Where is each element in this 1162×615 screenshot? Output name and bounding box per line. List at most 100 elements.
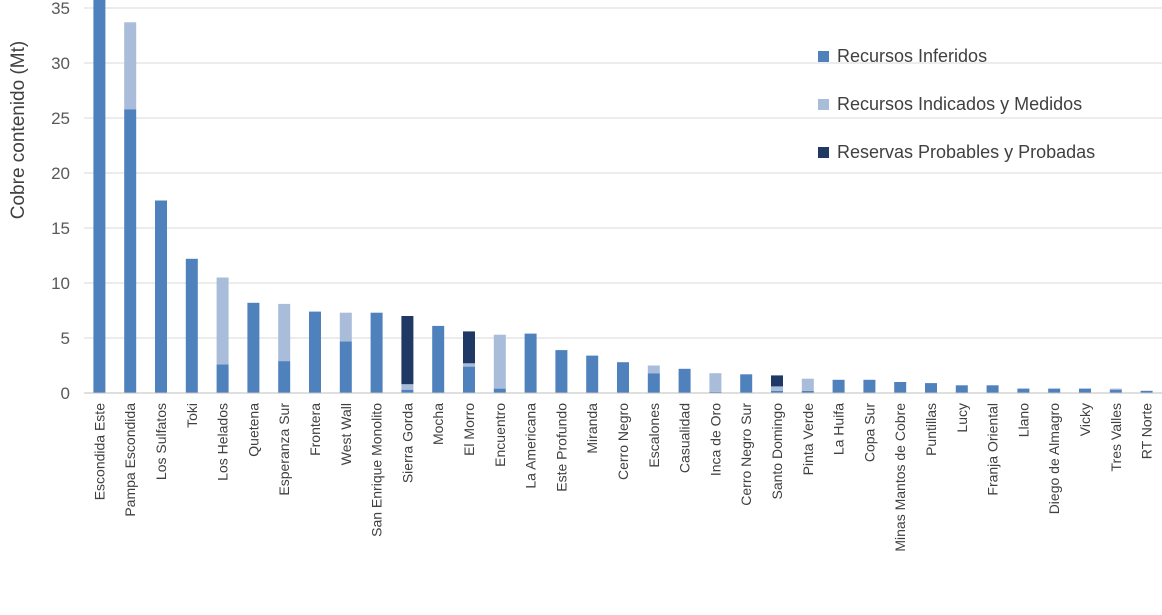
y-axis-ticks: 0 5 10 15 20 25 30 35 [51,0,70,403]
x-tick-label: Miranda [584,403,600,454]
bar-segment [124,109,137,393]
x-tick-label: Frontera [307,403,323,456]
bar-segment [216,364,229,393]
x-tick-label: Encuentro [492,403,508,467]
bars [93,0,1153,393]
x-tick-label: La Huifa [831,403,847,455]
x-tick-label: Escondida Este [91,403,107,500]
bar-segment [401,389,414,393]
bar-segment [1140,390,1153,393]
bar-segment [678,368,691,393]
x-tick-label: Lucy [954,403,970,433]
x-tick-label: Cerro Negro [615,403,631,480]
x-tick-label: Casualidad [677,403,693,473]
bar-segment [1109,389,1122,393]
bar-segment [986,385,999,393]
bar-segment [1017,388,1030,393]
bar-segment [832,379,845,393]
y-tick-label: 35 [51,0,70,18]
bar-segment [401,384,414,390]
legend-swatch [818,51,829,62]
bar-segment [955,385,968,393]
bar-segment [1079,388,1091,393]
x-tick-label: Pampa Escondida [122,403,138,517]
x-tick-label: Tres Valles [1108,403,1124,471]
bar-segment [863,379,876,393]
bar-segment [124,22,137,110]
bar-segment [463,366,475,393]
x-tick-label: Sierra Gorda [399,403,415,483]
y-tick-label: 25 [51,109,70,128]
x-tick-label: Los Sulfatos [153,403,169,480]
y-tick-label: 5 [61,329,70,348]
bar-segment [801,378,814,391]
bar-segment [709,373,722,392]
legend: Recursos Inferidos Recursos Indicados y M… [818,46,1095,162]
legend-swatch [818,99,829,110]
x-tick-label: Minas Mantos de Cobre [892,403,908,552]
bar-segment [617,362,629,393]
bar-segment [278,361,291,393]
bar-segment [216,277,229,365]
bar-segment [771,386,783,391]
bar-segment [586,355,599,393]
x-tick-label: Quetena [245,403,261,457]
x-tick-label: Mocha [430,403,446,445]
x-tick-label: La Americana [523,403,539,489]
bar-segment [524,333,537,393]
bar-segment [801,390,814,393]
bar-segment [463,331,475,364]
y-tick-label: 20 [51,164,70,183]
y-tick-label: 0 [61,384,70,403]
y-axis-title: Cobre contenido (Mt) [8,41,29,219]
bar-segment [771,375,783,387]
bar-segment [432,325,445,393]
bar-segment [278,303,291,362]
y-tick-label: 15 [51,219,70,238]
legend-swatch [818,147,829,158]
legend-label: Recursos Inferidos [837,46,987,66]
bar-segment [493,334,506,389]
x-tick-label: Este Profundo [553,403,569,492]
y-tick-label: 10 [51,274,70,293]
bar-segment [401,316,414,385]
bar-segment [463,363,475,367]
bar-segment [925,383,937,393]
bar-segment [370,312,383,393]
bar-segment [1048,388,1061,393]
gridlines [84,7,1162,339]
x-tick-label: RT Norte [1139,403,1155,459]
bar-segment [647,365,660,374]
x-tick-label: Inca de Oro [707,403,723,476]
bar-segment [771,390,783,393]
bar-segment [555,350,568,393]
x-tick-label: Pinta Verde [800,403,816,476]
bar-segment [1109,388,1122,390]
x-tick-label: Vicky [1077,403,1093,436]
x-tick-label: Franja Oriental [985,403,1001,496]
x-tick-label: San Enrique Monolito [369,403,385,537]
x-tick-label: Esperanza Sur [276,403,292,496]
bar-segment [647,373,660,393]
x-tick-label: West Wall [338,403,354,465]
bar-segment [155,200,167,393]
bar-segment [185,258,198,393]
x-tick-label: Los Helados [215,403,231,481]
x-tick-label: Diego de Almagro [1046,403,1062,515]
legend-label: Reservas Probables y Probadas [837,142,1095,162]
bar-segment [339,312,352,342]
bar-segment [93,0,106,393]
x-tick-label: El Morro [461,403,477,456]
y-tick-label: 30 [51,54,70,73]
legend-label: Recursos Indicados y Medidos [837,94,1082,114]
x-axis-labels: Escondida Este Pampa Escondida Los Sulfato… [91,403,1154,552]
bar-segment [247,302,260,393]
x-tick-label: Copa Sur [861,403,877,462]
x-tick-label: Santo Domingo [769,403,785,500]
x-tick-label: Toki [184,403,200,428]
bar-segment [709,391,722,393]
x-tick-label: Puntillas [923,403,939,456]
x-tick-label: Llano [1015,403,1031,437]
x-tick-label: Escalones [646,403,662,468]
